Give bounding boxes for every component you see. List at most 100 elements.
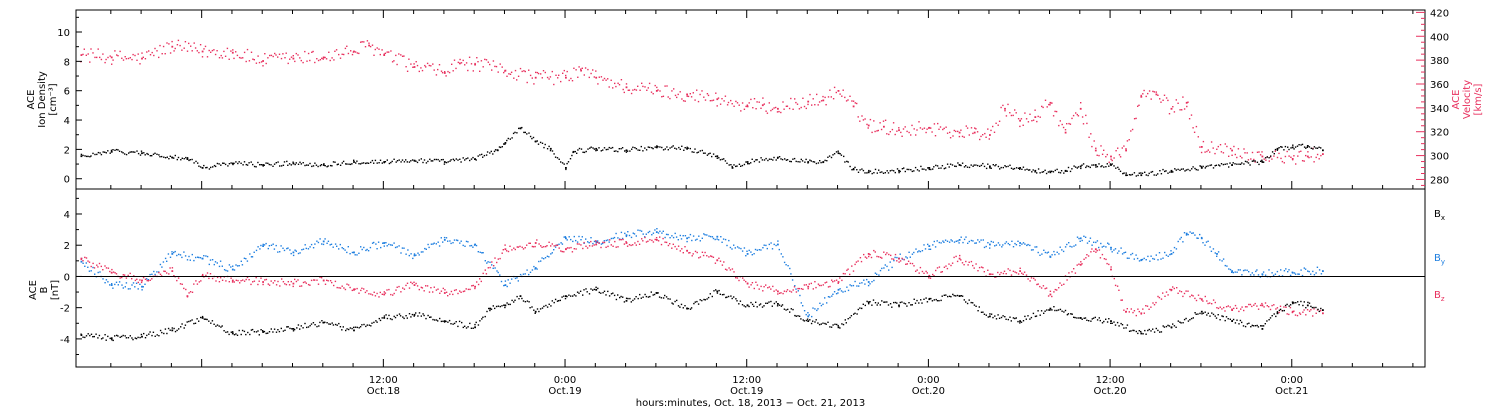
density-series-point bbox=[246, 164, 249, 166]
bx-series-point bbox=[203, 318, 206, 320]
density-series-point bbox=[96, 153, 98, 156]
velocity-series-point bbox=[583, 74, 585, 76]
bz-series-point bbox=[901, 257, 903, 260]
bx-series-point bbox=[682, 307, 684, 309]
velocity-series-point bbox=[659, 90, 661, 92]
bx-series-point bbox=[223, 330, 225, 332]
bx-series-point bbox=[393, 315, 395, 318]
bx-series-point bbox=[151, 334, 153, 337]
by-series-point bbox=[484, 260, 486, 262]
velocity-series-point bbox=[374, 48, 376, 51]
bx-series bbox=[80, 286, 1324, 342]
by-series-point bbox=[1026, 244, 1028, 247]
bx-series-point bbox=[137, 336, 139, 339]
by-series-point bbox=[153, 270, 155, 273]
velocity-series-point bbox=[451, 63, 453, 65]
velocity-series-point bbox=[968, 134, 970, 136]
density-series-point bbox=[80, 153, 83, 156]
bz-series-point bbox=[550, 245, 552, 247]
by-series-point bbox=[161, 266, 163, 268]
velocity-series-point bbox=[1113, 157, 1115, 159]
bz-series-point bbox=[1037, 283, 1039, 285]
by-series-point bbox=[573, 235, 575, 238]
density-series-point bbox=[785, 159, 788, 161]
velocity-series-point bbox=[153, 54, 155, 57]
density-series-point bbox=[342, 160, 345, 163]
density-series-point bbox=[128, 152, 130, 154]
velocity-series-point bbox=[896, 130, 898, 132]
by-series-point bbox=[1051, 254, 1053, 256]
bz-series-point bbox=[188, 292, 190, 294]
bz-series-point bbox=[977, 270, 979, 272]
by-series-point bbox=[391, 244, 393, 246]
bx-series-point bbox=[1268, 319, 1270, 321]
velocity-series-point bbox=[926, 128, 928, 130]
bx-series-point bbox=[989, 315, 991, 318]
bz-series-point bbox=[491, 261, 493, 263]
density-series-point bbox=[166, 156, 168, 158]
velocity-series-point bbox=[745, 105, 747, 108]
by-series-point bbox=[305, 247, 307, 250]
velocity-series-point bbox=[1121, 147, 1123, 149]
bz-series-point bbox=[1123, 309, 1125, 311]
bx-series-point bbox=[781, 304, 784, 306]
bx-series-point bbox=[1147, 329, 1149, 332]
bz-series-point bbox=[898, 257, 900, 260]
density-series-point bbox=[767, 159, 769, 162]
by-series-point bbox=[803, 310, 806, 312]
bx-series-point bbox=[545, 304, 547, 307]
density-series-point bbox=[916, 169, 919, 171]
velocity-series-point bbox=[516, 79, 518, 81]
velocity-series-point bbox=[201, 50, 204, 53]
bz-series-point bbox=[1176, 287, 1178, 289]
density-series-point bbox=[651, 147, 653, 149]
bx-series-point bbox=[504, 306, 506, 309]
bx-series-point bbox=[282, 330, 285, 332]
bz-series-point bbox=[835, 279, 838, 281]
bz-series-point bbox=[941, 271, 943, 273]
velocity-series-point bbox=[590, 72, 592, 75]
density-series-point bbox=[341, 162, 343, 164]
density-series-point bbox=[1063, 172, 1065, 174]
density-series-point bbox=[260, 164, 262, 166]
velocity-series-point bbox=[1188, 118, 1191, 120]
velocity-series-point bbox=[992, 125, 994, 128]
by-series-point bbox=[534, 267, 537, 269]
density-series-point bbox=[906, 168, 908, 171]
velocity-series-point bbox=[686, 95, 688, 97]
by-series-point bbox=[780, 253, 782, 255]
velocity-series-point bbox=[1222, 152, 1225, 154]
density-series-point bbox=[1231, 164, 1233, 166]
velocity-series-point bbox=[85, 54, 87, 56]
by-series-point bbox=[645, 233, 647, 235]
density-series-point bbox=[746, 161, 749, 163]
bx-series-point bbox=[396, 314, 398, 317]
bz-series-point bbox=[388, 288, 390, 291]
bx-series-point bbox=[751, 303, 754, 306]
by-series-point bbox=[464, 245, 466, 247]
by-series-point bbox=[1293, 272, 1296, 274]
by-series-point bbox=[198, 256, 200, 259]
density-series-point bbox=[768, 158, 771, 160]
bz-series-point bbox=[943, 266, 946, 268]
density-series-point bbox=[90, 155, 92, 157]
bz-series-point bbox=[425, 285, 427, 287]
by-series-point bbox=[206, 255, 209, 258]
bz-series-point bbox=[193, 283, 195, 285]
velocity-series-point bbox=[1064, 131, 1067, 134]
bz-series-point bbox=[1099, 257, 1102, 259]
velocity-series-point bbox=[1034, 109, 1036, 111]
density-series-point bbox=[425, 162, 428, 164]
density-series-point bbox=[496, 149, 499, 152]
bz-series-point bbox=[1096, 249, 1098, 252]
velocity-series-point bbox=[807, 100, 810, 103]
top-right-y-tick-label: 380 bbox=[1430, 56, 1449, 67]
bx-series-point bbox=[1236, 319, 1238, 321]
bx-series-point bbox=[1279, 308, 1282, 311]
bz-series-point bbox=[1276, 307, 1279, 309]
density-series-point bbox=[819, 160, 821, 162]
density-series-point bbox=[1118, 168, 1120, 170]
bx-series-point bbox=[1043, 312, 1045, 314]
velocity-series-point bbox=[1111, 159, 1113, 162]
bx-series-point bbox=[877, 302, 879, 304]
